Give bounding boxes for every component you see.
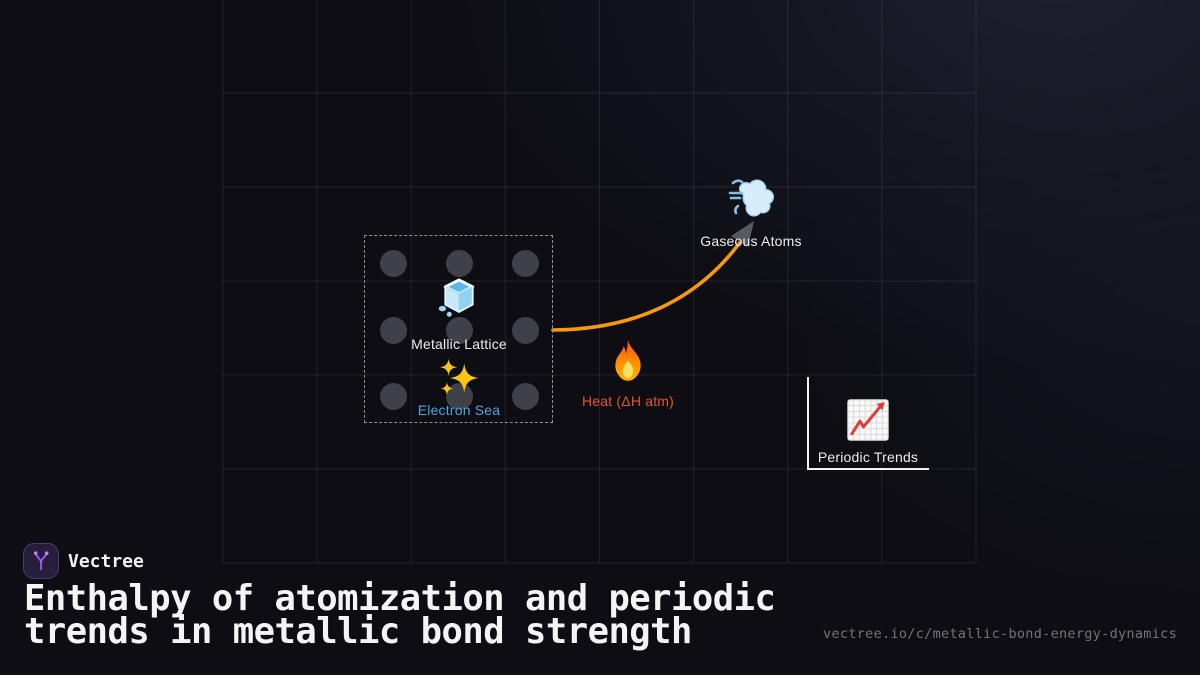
- heat-label: Heat (ΔH atm): [581, 393, 675, 409]
- atom-circle: [512, 250, 539, 277]
- metallic-lattice-box: [364, 235, 553, 423]
- fire-emoji: [615, 340, 641, 381]
- atom-circle: [380, 250, 407, 277]
- atom-circle: [446, 250, 473, 277]
- sparkles-emoji: [439, 358, 479, 395]
- vectree-logo[interactable]: [23, 543, 59, 579]
- background-grid: [222, 0, 977, 564]
- vectree-branch-icon: [33, 551, 49, 571]
- atom-circle: [446, 383, 473, 410]
- page-title: Enthalpy of atomization and periodic tre…: [24, 578, 776, 652]
- atom-circle: [380, 383, 407, 410]
- atom-circle: [512, 317, 539, 344]
- metallic-lattice-label: Metallic Lattice: [411, 336, 507, 352]
- periodic-trends-label: Periodic Trends: [817, 449, 919, 465]
- atom-circle: [380, 317, 407, 344]
- brand-name: Vectree: [68, 551, 144, 572]
- atom-circle: [512, 383, 539, 410]
- ice-cube-emoji: [438, 278, 475, 317]
- electron-sea-label: Electron Sea: [417, 402, 501, 418]
- gaseous-atoms-label: Gaseous Atoms: [700, 233, 802, 249]
- periodic-trends-axes: [807, 377, 929, 470]
- atom-circle: [446, 317, 473, 344]
- chart-increasing-emoji: [847, 399, 889, 441]
- dashing-away-emoji: [728, 179, 774, 217]
- footer-url[interactable]: vectree.io/c/metallic-bond-energy-dynami…: [823, 626, 1177, 642]
